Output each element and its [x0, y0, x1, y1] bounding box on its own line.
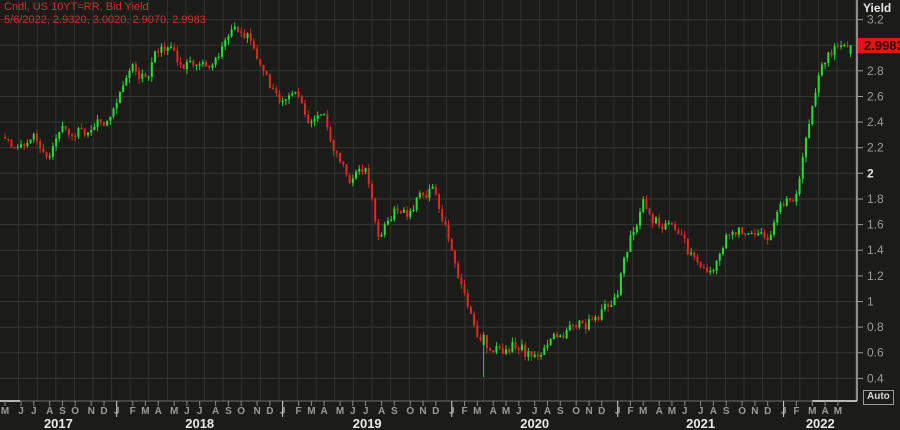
svg-text:D: D	[100, 406, 107, 417]
svg-text:D: D	[432, 406, 439, 417]
svg-text:F: F	[296, 406, 302, 417]
svg-text:N: N	[253, 406, 260, 417]
svg-text:2.2: 2.2	[867, 141, 884, 155]
svg-text:F: F	[627, 406, 633, 417]
svg-text:D: D	[598, 406, 605, 417]
svg-text:O: O	[738, 406, 746, 417]
svg-text:2020: 2020	[520, 416, 549, 430]
svg-text:M: M	[668, 406, 676, 417]
svg-text:M: M	[141, 406, 149, 417]
svg-text:M: M	[307, 406, 315, 417]
svg-text:O: O	[237, 406, 245, 417]
svg-text:N: N	[585, 406, 592, 417]
svg-text:Yield: Yield	[863, 1, 891, 15]
svg-text:F: F	[461, 406, 467, 417]
svg-text:1: 1	[867, 295, 874, 309]
svg-text:A: A	[490, 406, 497, 417]
svg-text:A: A	[656, 406, 663, 417]
svg-text:1.6: 1.6	[867, 218, 884, 232]
svg-text:2021: 2021	[686, 416, 715, 430]
svg-text:1.8: 1.8	[867, 192, 884, 206]
svg-text:F: F	[130, 406, 136, 417]
svg-text:2.4: 2.4	[867, 115, 884, 129]
svg-text:2022: 2022	[806, 416, 835, 430]
svg-text:J: J	[280, 406, 286, 417]
svg-text:2019: 2019	[353, 416, 382, 430]
svg-text:S: S	[723, 406, 730, 417]
svg-text:1.2: 1.2	[867, 269, 884, 283]
svg-text:M: M	[834, 406, 842, 417]
svg-text:2: 2	[867, 166, 874, 180]
svg-text:J: J	[31, 406, 37, 417]
svg-text:M: M	[502, 406, 510, 417]
svg-text:S: S	[225, 406, 232, 417]
svg-text:0.8: 0.8	[867, 320, 884, 334]
svg-text:0.4: 0.4	[867, 371, 884, 385]
svg-text:S: S	[391, 406, 398, 417]
svg-text:0.6: 0.6	[867, 346, 884, 360]
svg-text:N: N	[88, 406, 95, 417]
svg-text:M: M	[473, 406, 481, 417]
svg-text:J: J	[114, 406, 120, 417]
svg-text:A: A	[155, 406, 162, 417]
svg-text:M: M	[336, 406, 344, 417]
svg-text:J: J	[18, 406, 24, 417]
svg-text:M: M	[170, 406, 178, 417]
svg-text:N: N	[751, 406, 758, 417]
svg-text:D: D	[266, 406, 273, 417]
svg-text:D: D	[764, 406, 771, 417]
svg-text:A: A	[320, 406, 327, 417]
svg-text:M: M	[639, 406, 647, 417]
svg-text:F: F	[793, 406, 799, 417]
svg-text:J: J	[449, 406, 455, 417]
svg-text:1.4: 1.4	[867, 243, 884, 257]
svg-text:2.8: 2.8	[867, 64, 884, 78]
svg-text:M: M	[1, 406, 9, 417]
svg-text:2017: 2017	[44, 416, 73, 430]
svg-text:S: S	[557, 406, 564, 417]
svg-text:2.6: 2.6	[867, 90, 884, 104]
svg-text:J: J	[615, 406, 621, 417]
svg-text:O: O	[572, 406, 580, 417]
svg-text:N: N	[419, 406, 426, 417]
svg-text:2018: 2018	[185, 416, 214, 430]
svg-text:O: O	[406, 406, 414, 417]
svg-text:J: J	[781, 406, 787, 417]
